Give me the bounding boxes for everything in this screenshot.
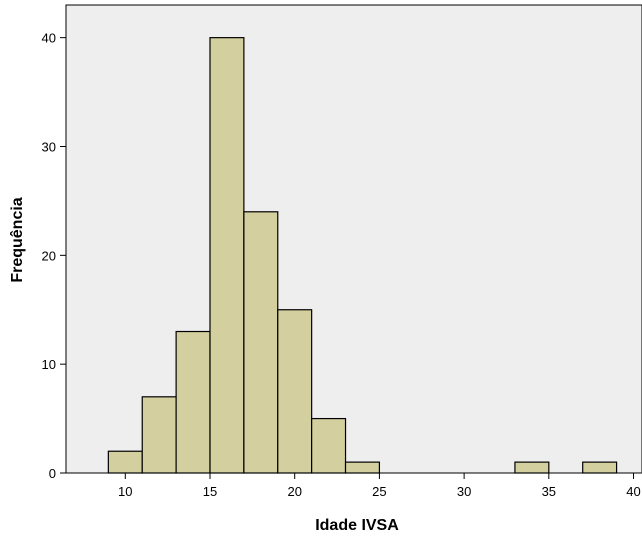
x-tick-label: 40 (626, 484, 640, 499)
histogram-bar (243, 211, 279, 474)
histogram-bar (141, 396, 177, 474)
y-tick-label: 40 (42, 31, 56, 46)
y-tick-label: 20 (42, 248, 56, 263)
bars-group (107, 37, 618, 474)
x-tick-label: 30 (457, 484, 471, 499)
plot-background (65, 4, 642, 474)
x-tick-label: 10 (118, 484, 132, 499)
x-axis-title: Idade IVSA (315, 517, 399, 534)
x-tick-label: 20 (287, 484, 301, 499)
x-tick-label: 35 (542, 484, 556, 499)
x-tick-label: 25 (372, 484, 386, 499)
histogram-bar (514, 461, 550, 474)
x-tick-label: 15 (203, 484, 217, 499)
histogram-bar (582, 461, 618, 474)
histogram-bar (311, 417, 347, 474)
axes-group: 10 15 20 25 30 35 40 0 10 20 30 40 (42, 5, 642, 499)
histogram-bar (344, 461, 381, 474)
y-axis-title: Frequência (9, 197, 26, 282)
y-tick-label: 10 (42, 357, 56, 372)
histogram-bar (209, 37, 245, 474)
y-tick-label: 30 (42, 139, 56, 154)
y-tick-label: 0 (49, 466, 56, 481)
histogram-bar (175, 330, 211, 474)
histogram-bar (277, 309, 313, 474)
histogram-bar (107, 450, 143, 474)
